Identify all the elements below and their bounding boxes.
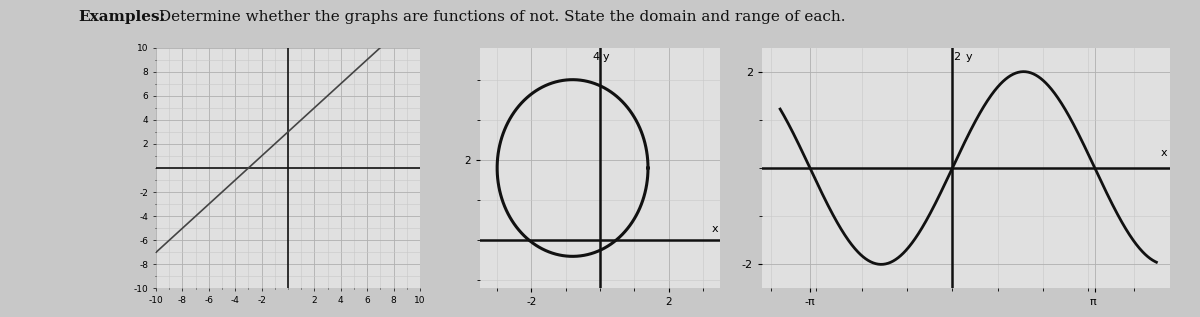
Text: 2: 2: [953, 52, 960, 62]
Text: Determine whether the graphs are functions of not. State the domain and range of: Determine whether the graphs are functio…: [154, 10, 845, 23]
Text: y: y: [966, 52, 973, 62]
Text: Examples:: Examples:: [78, 10, 166, 23]
Text: x: x: [1162, 148, 1168, 158]
Text: y: y: [602, 52, 610, 61]
Text: x: x: [712, 224, 719, 234]
Text: 4: 4: [593, 52, 600, 61]
